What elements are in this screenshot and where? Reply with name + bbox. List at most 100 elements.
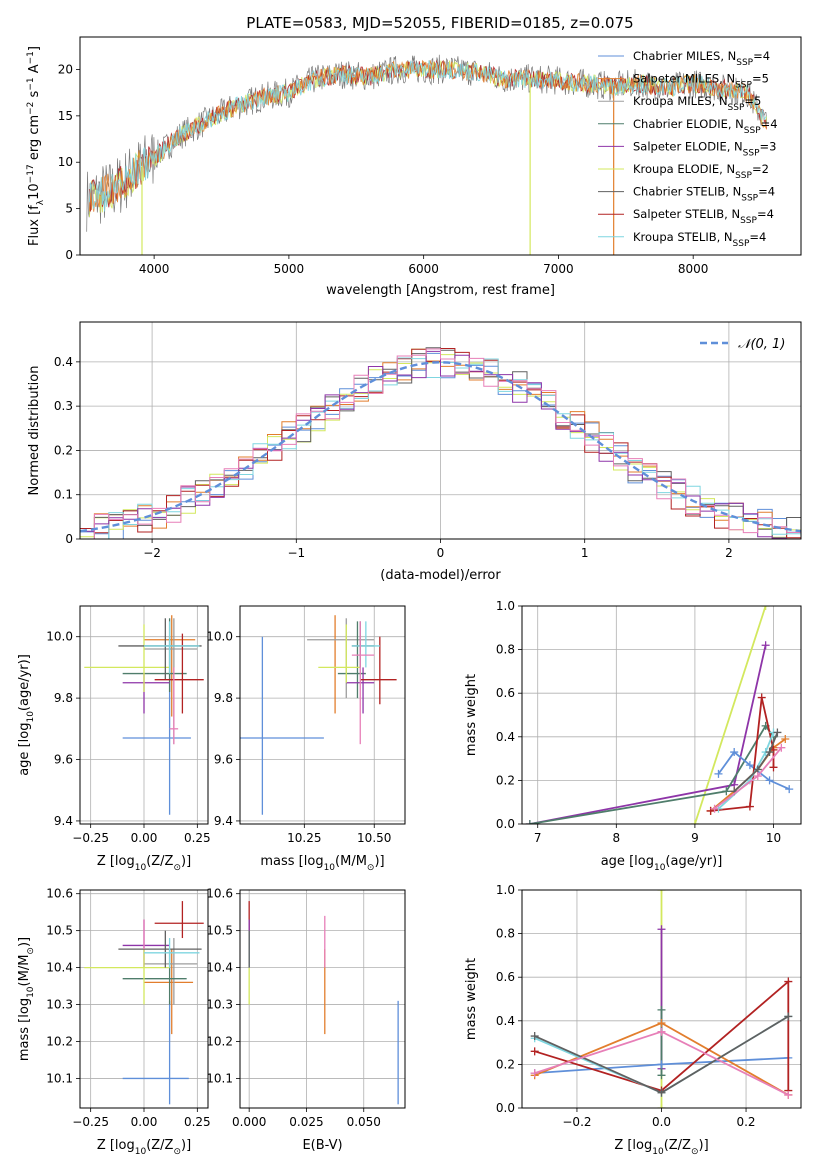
y-tick-label: 0.3 [54, 399, 73, 413]
y-tick-label: 0.6 [496, 970, 515, 984]
x-axis-label: wavelength [Angstrom, rest frame] [326, 283, 555, 298]
series-marker [773, 728, 782, 737]
histogram-pink [80, 348, 801, 539]
y-tick-label: 0.8 [496, 927, 515, 941]
model-spectrum-kroupa_stelib [88, 60, 767, 212]
panel-mass_vs_Z: −0.25 0.00 0.25 10.1 10.2 10.3 10.4 10.5 10.6 Z [… [17, 887, 211, 1157]
series-marker [784, 977, 793, 986]
series-marker [730, 748, 739, 757]
series-marker [714, 769, 723, 778]
axes-frame [239, 605, 406, 825]
y-tick-label: 15 [58, 109, 73, 123]
y-axis-label: mass weight [464, 958, 479, 1040]
legend-entry: Salpeter STELIB, NSSP=4 [633, 207, 774, 226]
series-marker [657, 1027, 666, 1036]
y-tick-label: 0.2 [496, 773, 515, 787]
series-line-chabrier_stelib [733, 732, 779, 792]
panel-spectrum: 4000 5000 6000 7000 8000 0 5 10 15 20 wavelength [… [26, 36, 802, 298]
y-tick-label: 10.3 [46, 998, 73, 1012]
series-marker [769, 763, 778, 772]
x-tick-label: 0.025 [289, 1115, 323, 1129]
series-marker [757, 693, 766, 702]
series-marker [657, 1005, 666, 1014]
series-marker [657, 890, 666, 894]
x-tick-label: 0 [437, 546, 445, 560]
y-tick-label: 0.6 [496, 686, 515, 700]
y-tick-label: 0.4 [54, 355, 73, 369]
axes-frame [239, 889, 406, 1109]
plot-area [84, 901, 204, 1105]
x-tick-label: 0.0 [652, 1115, 671, 1129]
x-tick-label: 8000 [678, 262, 709, 276]
y-axis-label: Flux [fλ10−17 erg cm−2 s−1 A−1] [26, 46, 46, 246]
y-axis-label: age [log10(age/yr)] [17, 654, 36, 776]
y-axis-label: mass [log10(M/M⊙)] [17, 937, 36, 1061]
series-marker [785, 785, 794, 794]
axes-frame [521, 605, 802, 825]
legend-entry: Salpeter MILES, NSSP=5 [633, 72, 769, 91]
y-tick-label: 10.5 [206, 924, 233, 938]
y-tick-label: 1.0 [496, 883, 515, 897]
figure-title: PLATE=0583, MJD=52055, FIBERID=0185, z=0… [246, 14, 633, 32]
y-tick-label: 9.4 [214, 814, 233, 828]
panel-age_vs_mass: 10.25 10.50 9.4 9.6 9.8 10.0 mass [log10(M/M⊙)… [206, 605, 406, 873]
legend-entry: Salpeter ELODIE, NSSP=3 [633, 139, 776, 158]
y-tick-label: 5 [65, 202, 73, 216]
x-tick-label: 10.25 [287, 831, 321, 845]
series-line-salpeter_stelib [534, 979, 790, 1092]
plot-area [525, 606, 794, 824]
y-tick-label: 0.2 [496, 1057, 515, 1071]
legend-entry: Chabrier MILES, NSSP=4 [633, 49, 770, 68]
y-tick-label: 0.0 [496, 817, 515, 831]
axes-frame [521, 889, 802, 1109]
x-tick-label: 0.25 [184, 831, 211, 845]
axes-frame [79, 321, 802, 540]
axes-frame [79, 36, 802, 256]
x-tick-label: 4000 [139, 262, 170, 276]
series-marker [745, 802, 754, 811]
x-tick-label: 0.00 [131, 1115, 158, 1129]
axes-frame [79, 605, 209, 825]
series-marker [530, 1032, 539, 1041]
series-marker [690, 820, 699, 824]
y-tick-label: 10.0 [206, 630, 233, 644]
panel-residuals: −2 −1 0 1 2 0 0.1 0.2 0.3 0.4 𝒩(0, 1) (data-model)/… [27, 321, 802, 583]
legend-entry: Chabrier STELIB, NSSP=4 [633, 185, 775, 204]
y-tick-label: 10.2 [206, 1034, 233, 1048]
y-tick-label: 10.4 [206, 961, 233, 975]
plot-area [84, 615, 204, 815]
panel-age_vs_Z: −0.25 0.00 0.25 9.4 9.6 9.8 10.0 Z [log10(Z/Z⊙)… [17, 605, 211, 873]
series-marker [530, 1047, 539, 1056]
panel-weight_vs_Z: −0.2 0.0 0.2 0.0 0.2 0.4 0.6 0.8 1.0 Z [log10(Z/Z… [464, 883, 802, 1157]
y-tick-label: 9.6 [54, 753, 73, 767]
x-axis-label: age [log10(age/yr)] [601, 854, 723, 873]
x-tick-label: 7 [534, 831, 542, 845]
panel-mass_vs_ebv: 0.000 0.025 0.050 10.1 10.2 10.3 10.4 10.5 10.6 E… [206, 887, 406, 1153]
x-axis-label: Z [log10(Z/Z⊙)] [97, 1138, 191, 1157]
normal-curve [80, 361, 801, 533]
x-tick-label: 10.50 [357, 831, 391, 845]
series-marker [745, 761, 754, 770]
plot-area [530, 890, 793, 1108]
x-axis-label: mass [log10(M/M⊙)] [260, 854, 384, 873]
y-tick-label: 0.4 [496, 730, 515, 744]
x-tick-label: −2 [143, 546, 161, 560]
x-axis-label: E(B-V) [302, 1138, 342, 1153]
x-tick-label: 7000 [543, 262, 574, 276]
y-tick-label: 10.0 [46, 630, 73, 644]
x-tick-label: 1 [581, 546, 589, 560]
series-marker [657, 1018, 666, 1027]
series-marker [530, 1069, 539, 1078]
y-tick-label: 9.8 [214, 691, 233, 705]
x-tick-label: 0.2 [736, 1115, 755, 1129]
x-tick-label: 5000 [274, 262, 305, 276]
y-tick-label: 0 [65, 532, 73, 546]
y-tick-label: 10.1 [206, 1071, 233, 1085]
plot-area [240, 615, 397, 815]
y-axis-label: mass weight [464, 674, 479, 756]
x-tick-label: 0.050 [347, 1115, 381, 1129]
series-marker [657, 1060, 666, 1069]
x-axis-label: Z [log10(Z/Z⊙)] [97, 854, 191, 873]
y-tick-label: 0.1 [54, 488, 73, 502]
